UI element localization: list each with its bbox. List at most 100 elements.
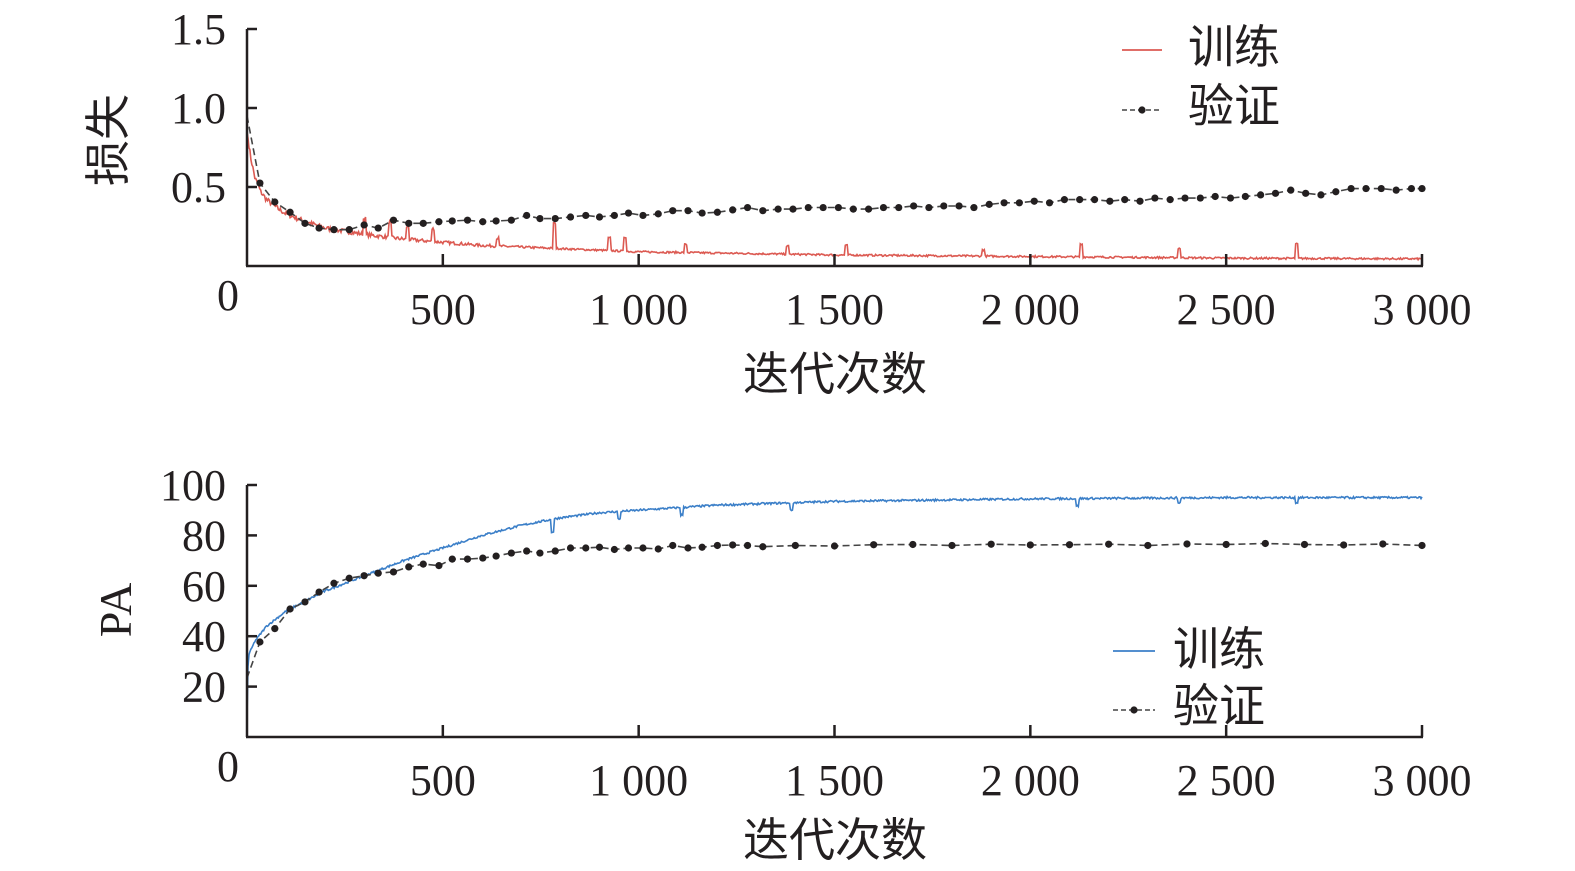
data-point-loss-val (479, 218, 487, 226)
data-point-pa-val (1222, 540, 1230, 549)
data-point-loss-val (1347, 184, 1355, 193)
data-point-loss-val (345, 226, 353, 234)
data-point-loss-val (360, 221, 368, 229)
data-point-pa-val (870, 541, 878, 549)
data-point-pa-val (698, 543, 706, 551)
data-point-loss-val (1377, 184, 1385, 193)
legend-label: 训练 (1188, 22, 1280, 73)
x-tick-label: 3 000 (1373, 285, 1472, 334)
data-point-loss-val (1181, 194, 1189, 202)
data-point-loss-val (271, 198, 279, 206)
data-point-loss-val (1257, 191, 1265, 199)
x-tick-label: 500 (410, 756, 476, 805)
data-point-loss-val (610, 211, 618, 220)
data-point-loss-val (536, 215, 544, 223)
data-point-loss-val (1302, 189, 1310, 197)
data-point-loss-val (1418, 184, 1426, 193)
data-point-loss-val (910, 202, 918, 210)
data-point-loss-val (684, 207, 692, 215)
data-point-loss-val (639, 211, 647, 220)
data-point-pa-val (1261, 539, 1269, 548)
data-point-pa-val (492, 552, 500, 560)
data-point-pa-val (507, 549, 515, 557)
data-point-loss-val (895, 203, 903, 212)
data-point-loss-val (804, 203, 812, 212)
data-point-loss-val (879, 203, 888, 212)
data-point-loss-val (834, 203, 843, 212)
data-point-pa-val (389, 568, 398, 576)
data-point-pa-val (271, 625, 279, 633)
data-point-pa-val (639, 544, 647, 552)
x-axis-label: 迭代次数 (743, 349, 927, 400)
data-point-pa-val (315, 588, 323, 596)
data-point-pa-val (479, 554, 487, 562)
data-point-loss-val (1407, 184, 1416, 193)
x-tick-label: 1 000 (589, 285, 688, 334)
data-point-loss-val (1196, 194, 1204, 202)
data-point-loss-val (849, 205, 857, 213)
data-point-pa-val (684, 544, 692, 552)
x-tick-label: 2 000 (981, 285, 1080, 334)
data-point-loss-val (774, 205, 782, 213)
data-point-pa-val (301, 598, 309, 606)
data-point-loss-val (1241, 192, 1249, 201)
data-point-loss-val (566, 213, 575, 221)
data-point-pa-val (830, 542, 839, 550)
data-point-pa-val (791, 541, 799, 550)
x-axis-label: 迭代次数 (743, 815, 927, 866)
x-tick-label: 1 500 (785, 285, 884, 334)
data-point-pa-val (523, 547, 531, 555)
data-point-loss-val (940, 202, 948, 210)
data-point-loss-val (789, 205, 797, 213)
data-point-pa-val (405, 563, 413, 571)
data-point-pa-val (909, 540, 917, 549)
data-point-pa-val (419, 560, 427, 568)
data-point-loss-val (374, 224, 382, 232)
data-point-loss-val (256, 179, 264, 187)
data-point-pa-val (948, 541, 956, 550)
data-point-loss-val (1090, 196, 1099, 204)
y-tick-label: 60 (182, 562, 226, 611)
data-point-pa-val (435, 562, 443, 570)
x-tick-label: 0 (217, 271, 239, 320)
data-point-loss-val (301, 219, 309, 227)
data-point-pa-val (654, 545, 662, 553)
data-point-pa-val (448, 555, 456, 563)
data-point-loss-val (698, 209, 706, 217)
data-point-loss-val (523, 211, 531, 220)
data-point-loss-val (492, 217, 500, 225)
y-tick-label: 40 (182, 612, 226, 661)
data-point-pa-val (256, 638, 264, 646)
data-point-pa-val (729, 541, 737, 549)
data-point-loss-val (1151, 194, 1159, 202)
x-tick-label: 500 (410, 285, 476, 334)
data-point-loss-val (330, 226, 338, 234)
data-point-loss-val (1121, 196, 1129, 204)
data-point-pa-val (582, 544, 590, 552)
data-point-loss-val (1287, 186, 1295, 194)
data-point-loss-val (925, 203, 933, 212)
data-point-loss-val (1000, 199, 1008, 207)
data-point-pa-val (743, 541, 752, 550)
data-point-loss-val (419, 219, 427, 227)
x-tick-label: 0 (217, 742, 239, 791)
data-point-loss-val (595, 213, 604, 221)
data-point-pa-val (286, 605, 294, 613)
data-point-pa-val (713, 541, 721, 550)
data-point-pa-val (551, 547, 559, 555)
data-point-pa-val (624, 544, 633, 552)
data-point-pa-val (759, 543, 767, 551)
data-point-pa-val (1065, 541, 1074, 549)
y-tick-label: 0.5 (171, 163, 226, 212)
data-point-loss-val (1317, 191, 1325, 199)
legend-label: 训练 (1173, 624, 1265, 675)
data-point-pa-val (1183, 540, 1191, 548)
data-point-pa-val (566, 544, 575, 552)
data-point-pa-val (330, 579, 338, 587)
data-point-loss-val (1015, 199, 1023, 207)
series-line-loss-val (246, 115, 1422, 231)
data-point-loss-val (669, 207, 677, 215)
x-tick-label: 2 000 (981, 756, 1080, 805)
